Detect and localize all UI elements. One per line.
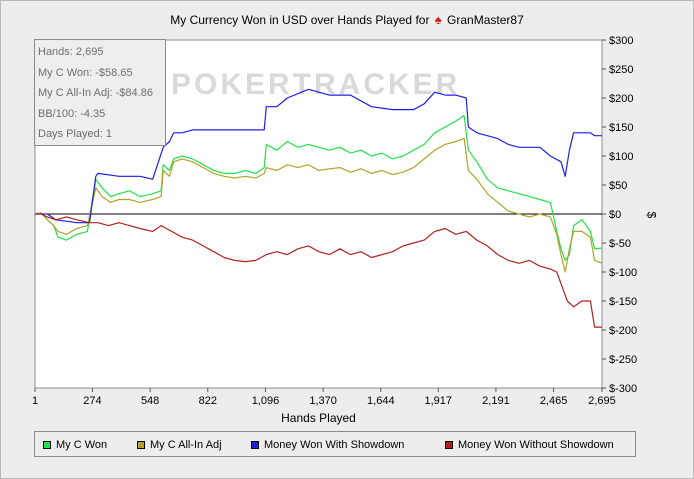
y-tick-label: $50 bbox=[609, 180, 627, 192]
legend-item-with-showdown: Money Won With Showdown bbox=[251, 439, 404, 451]
x-tick-label: 1,917 bbox=[424, 395, 452, 407]
y-tick-label: $-300 bbox=[609, 383, 637, 395]
legend-label: Money Won With Showdown bbox=[264, 439, 405, 451]
stat-bb100: BB/100: -4.35 bbox=[38, 107, 106, 120]
stat-my-c-won: My C Won: -$58.65 bbox=[38, 66, 133, 79]
y-tick-label: $-150 bbox=[609, 296, 637, 308]
x-tick-label: 822 bbox=[199, 395, 217, 407]
legend-label: My C Won bbox=[56, 439, 108, 451]
stats-box: Hands: 2,695 My C Won: -$58.65 My C All-… bbox=[34, 39, 166, 146]
series-layer bbox=[34, 88, 603, 328]
x-tick-label: 2,695 bbox=[588, 395, 616, 407]
y-tick-label: $300 bbox=[609, 35, 633, 47]
y-tick-label: $-200 bbox=[609, 325, 637, 337]
legend-item-all-in-adj: My C All-In Adj bbox=[137, 439, 222, 451]
x-tick-label: 1,644 bbox=[367, 395, 395, 407]
legend-item-my-c-won: My C Won bbox=[43, 439, 107, 451]
y-tick-label: $250 bbox=[609, 64, 633, 76]
title-text: My Currency Won in USD over Hands Played… bbox=[170, 13, 430, 27]
legend-swatch bbox=[445, 441, 453, 449]
legend-label: Money Won Without Showdown bbox=[458, 439, 614, 451]
x-tick-label: 274 bbox=[83, 395, 101, 407]
y-tick-label: $200 bbox=[609, 93, 633, 105]
x-tick-label: 2,191 bbox=[482, 395, 510, 407]
legend: My C Won My C All-In Adj Money Won With … bbox=[34, 431, 636, 457]
y-tick-label: $-250 bbox=[609, 354, 637, 366]
series-line-3 bbox=[35, 213, 602, 328]
x-axis: 1 274 548 822 1,096 1,370 1,644 1,917 2,191 2,465… bbox=[32, 388, 616, 407]
x-tick-label: 548 bbox=[141, 395, 159, 407]
x-tick-label: 1,096 bbox=[252, 395, 280, 407]
series-line-2 bbox=[35, 88, 602, 224]
player-name: GranMaster87 bbox=[447, 13, 524, 27]
legend-swatch bbox=[251, 441, 259, 449]
x-tick-label: 1 bbox=[32, 395, 38, 407]
stat-days-played: Days Played: 1 bbox=[38, 128, 112, 141]
y-tick-label: $150 bbox=[609, 122, 633, 134]
y-axis-label: $ bbox=[644, 211, 659, 219]
legend-swatch bbox=[137, 441, 145, 449]
x-tick-label: 1,370 bbox=[309, 395, 337, 407]
x-axis-label: Hands Played bbox=[281, 411, 356, 425]
y-tick-label: $-50 bbox=[609, 238, 631, 250]
legend-item-without-showdown: Money Won Without Showdown bbox=[445, 439, 614, 451]
y-tick-label: $100 bbox=[609, 151, 633, 163]
stat-all-in-adj: My C All-In Adj: -$84.86 bbox=[38, 87, 153, 100]
series-line-0 bbox=[34, 114, 603, 261]
chart-title: My Currency Won in USD over Hands Played… bbox=[0, 12, 694, 27]
y-tick-label: $-100 bbox=[609, 267, 637, 279]
watermark: POKERTRACKER bbox=[171, 68, 460, 101]
legend-swatch bbox=[43, 441, 51, 449]
stat-hands: Hands: 2,695 bbox=[38, 46, 104, 58]
y-tick-label: $0 bbox=[609, 209, 621, 221]
y-axis: $300 $250 $200 $150 $100 $50 $0 $-50 $-100 $-150 $… bbox=[602, 35, 637, 395]
series-line-1 bbox=[34, 138, 603, 273]
spade-icon: ♠ bbox=[434, 12, 442, 27]
legend-label: My C All-In Adj bbox=[150, 439, 222, 451]
x-tick-label: 2,465 bbox=[540, 395, 568, 407]
